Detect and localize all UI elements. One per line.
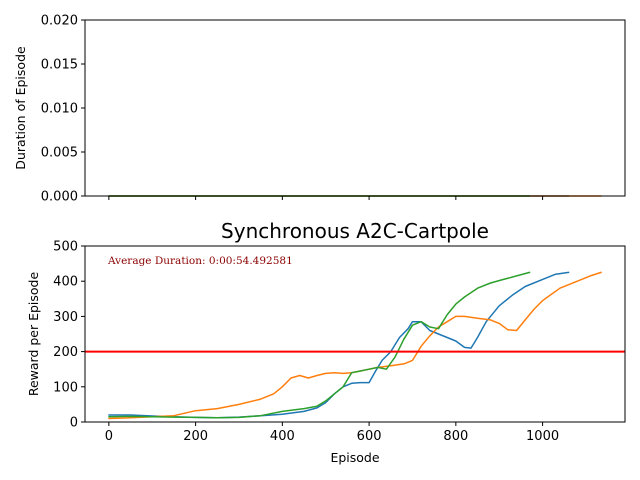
reward-series-line-3 [108,271,531,419]
reward-series-group [108,271,602,420]
reward-series-line-2 [108,271,602,420]
reward-x-tick-label: 0 [105,429,113,444]
reward-y-tick-label: 0 [70,416,78,431]
duration-y-tick-label: 0.000 [41,190,78,205]
reward-x-tick-label: 1000 [526,429,559,444]
duration-y-ticks: 0.000 0.005 0.010 0.015 0.020 [41,14,85,205]
duration-y-tick-label: 0.010 [41,102,78,117]
duration-x-ticks [108,196,544,200]
reward-y-tick-label: 500 [53,240,78,255]
reward-y-tick-label: 300 [53,310,78,325]
duration-y-tick-label: 0.015 [41,58,78,73]
average-duration-annotation: Average Duration: 0:00:54.492581 [107,255,293,267]
reward-axes-frame [84,245,626,423]
reward-y-tick-label: 400 [53,275,78,290]
reward-x-ticks: 0 200 400 600 800 1000 [105,422,559,444]
reward-x-tick-label: 400 [270,429,295,444]
reward-x-axis-label: Episode [330,450,379,465]
reward-y-ticks: 0 100 200 300 400 500 [53,240,85,431]
reward-chart-title: Synchronous A2C-Cartpole [221,219,489,243]
reward-x-tick-label: 200 [183,429,208,444]
reward-y-tick-label: 200 [53,345,78,360]
duration-subplot: 0.000 0.005 0.010 0.015 0.020 Duration of Ep… [13,14,626,205]
duration-y-tick-label: 0.005 [41,146,78,161]
duration-y-tick-label: 0.020 [41,14,78,29]
reward-y-tick-label: 100 [53,380,78,395]
reward-subplot: Synchronous A2C-Cartpole 0 100 200 300 400 50… [26,219,626,465]
reward-x-tick-label: 800 [443,429,468,444]
reward-y-axis-label: Reward per Episode [26,272,41,397]
reward-x-tick-label: 600 [357,429,382,444]
duration-y-axis-label: Duration of Episode [13,46,28,170]
